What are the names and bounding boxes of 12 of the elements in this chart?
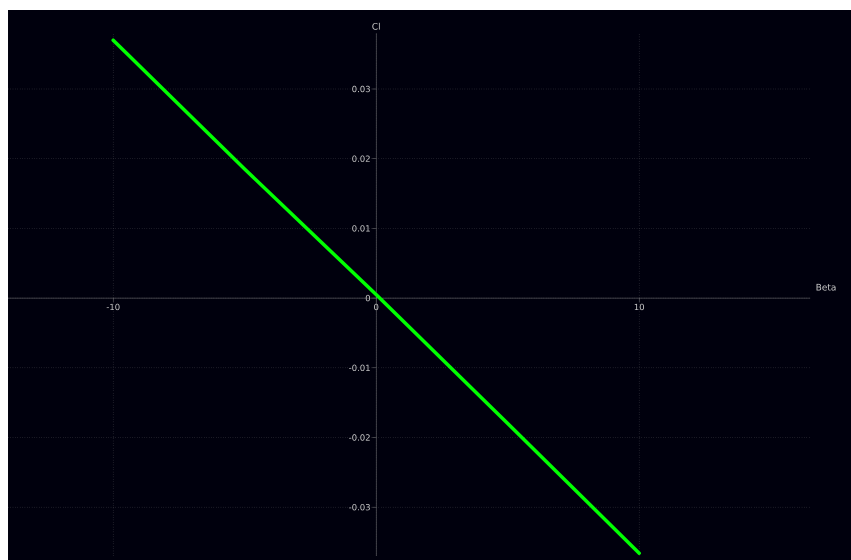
y-tick-label: 0.01: [352, 225, 370, 232]
y-tick-label: 0.02: [352, 156, 370, 162]
y-axis-title: Cl: [372, 22, 380, 30]
y-tick-label: 0: [366, 294, 370, 302]
x-axis-title: Beta: [816, 284, 836, 291]
x-tick-label: 10: [634, 304, 644, 310]
x-tick-label: -10: [106, 304, 120, 310]
y-tick-label: -0.02: [349, 434, 370, 441]
y-tick-label: 0.03: [352, 86, 370, 92]
y-tick-label: -0.03: [349, 504, 370, 510]
y-tick-label: -0.01: [349, 364, 370, 372]
x-tick-label: 0: [374, 304, 378, 310]
